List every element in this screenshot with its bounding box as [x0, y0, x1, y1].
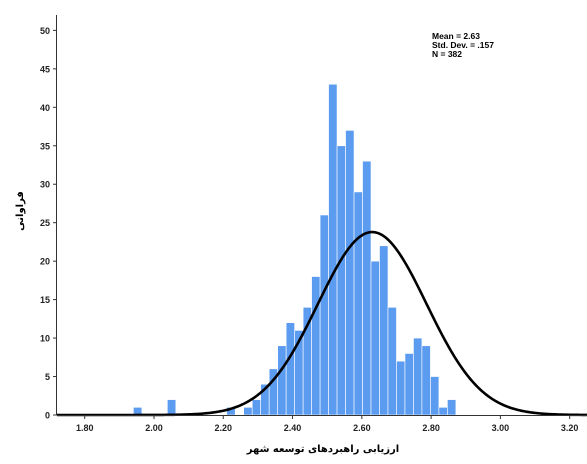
histogram-bar: [311, 276, 321, 416]
stats-std-dev: Std. Dev. = .157: [432, 40, 494, 50]
histogram-bar: [447, 399, 457, 416]
histogram-bar: [167, 399, 177, 416]
histogram-bar: [353, 191, 363, 416]
histogram-bar: [328, 83, 338, 416]
histogram-bar: [362, 160, 372, 416]
stats-mean: Mean = 2.63: [432, 31, 480, 41]
y-tick-label: 35: [40, 141, 50, 151]
x-tick-label: 2.40: [284, 423, 302, 433]
histogram-bar: [345, 130, 355, 416]
histogram-bar: [396, 360, 406, 416]
y-axis-ticks: 0 5 10 15 20 25 30 35 40 45 50: [40, 26, 57, 421]
histogram-bar: [243, 407, 253, 416]
x-tick-label: 3.20: [561, 423, 579, 433]
y-axis-title: فراوانی: [15, 191, 26, 231]
x-tick-label: 1.80: [76, 423, 94, 433]
histogram-bar: [404, 353, 414, 416]
histogram-bar: [387, 307, 397, 416]
histogram-bar: [421, 345, 431, 416]
histogram-bar: [379, 245, 389, 416]
histogram-bar: [336, 145, 346, 416]
stats-n: N = 382: [432, 49, 462, 59]
histogram-bar: [277, 345, 287, 416]
y-tick-label: 45: [40, 64, 50, 74]
x-tick-label: 2.00: [145, 423, 163, 433]
x-tick-label: 2.20: [215, 423, 233, 433]
stats-box: Mean = 2.63 Std. Dev. = .157 N = 382: [432, 31, 494, 59]
histogram-bar: [251, 399, 261, 416]
x-tick-label: 2.80: [422, 423, 440, 433]
y-tick-label: 0: [45, 411, 50, 421]
histogram-bar: [430, 376, 440, 416]
y-tick-label: 40: [40, 103, 50, 113]
y-tick-label: 10: [40, 334, 50, 344]
y-tick-label: 20: [40, 257, 50, 267]
histogram-bar: [438, 407, 448, 416]
histogram-bar: [413, 337, 423, 416]
histogram-bars: [133, 83, 457, 416]
y-tick-label: 5: [45, 372, 50, 382]
histogram-bar: [285, 322, 295, 416]
x-axis-ticks: 1.80 2.00 2.20 2.40 2.60 2.80 3.00 3.20: [76, 415, 578, 433]
y-tick-label: 30: [40, 180, 50, 190]
y-tick-label: 15: [40, 295, 50, 305]
normal-curve: [57, 230, 587, 417]
x-axis-title: ارزیابی راهبردهای توسعه شهر: [246, 444, 399, 455]
histogram-bar: [319, 214, 329, 416]
y-tick-label: 25: [40, 218, 50, 228]
x-tick-label: 3.00: [492, 423, 510, 433]
histogram-bar: [370, 260, 380, 416]
y-tick-label: 50: [40, 26, 50, 36]
x-tick-label: 2.60: [353, 423, 371, 433]
